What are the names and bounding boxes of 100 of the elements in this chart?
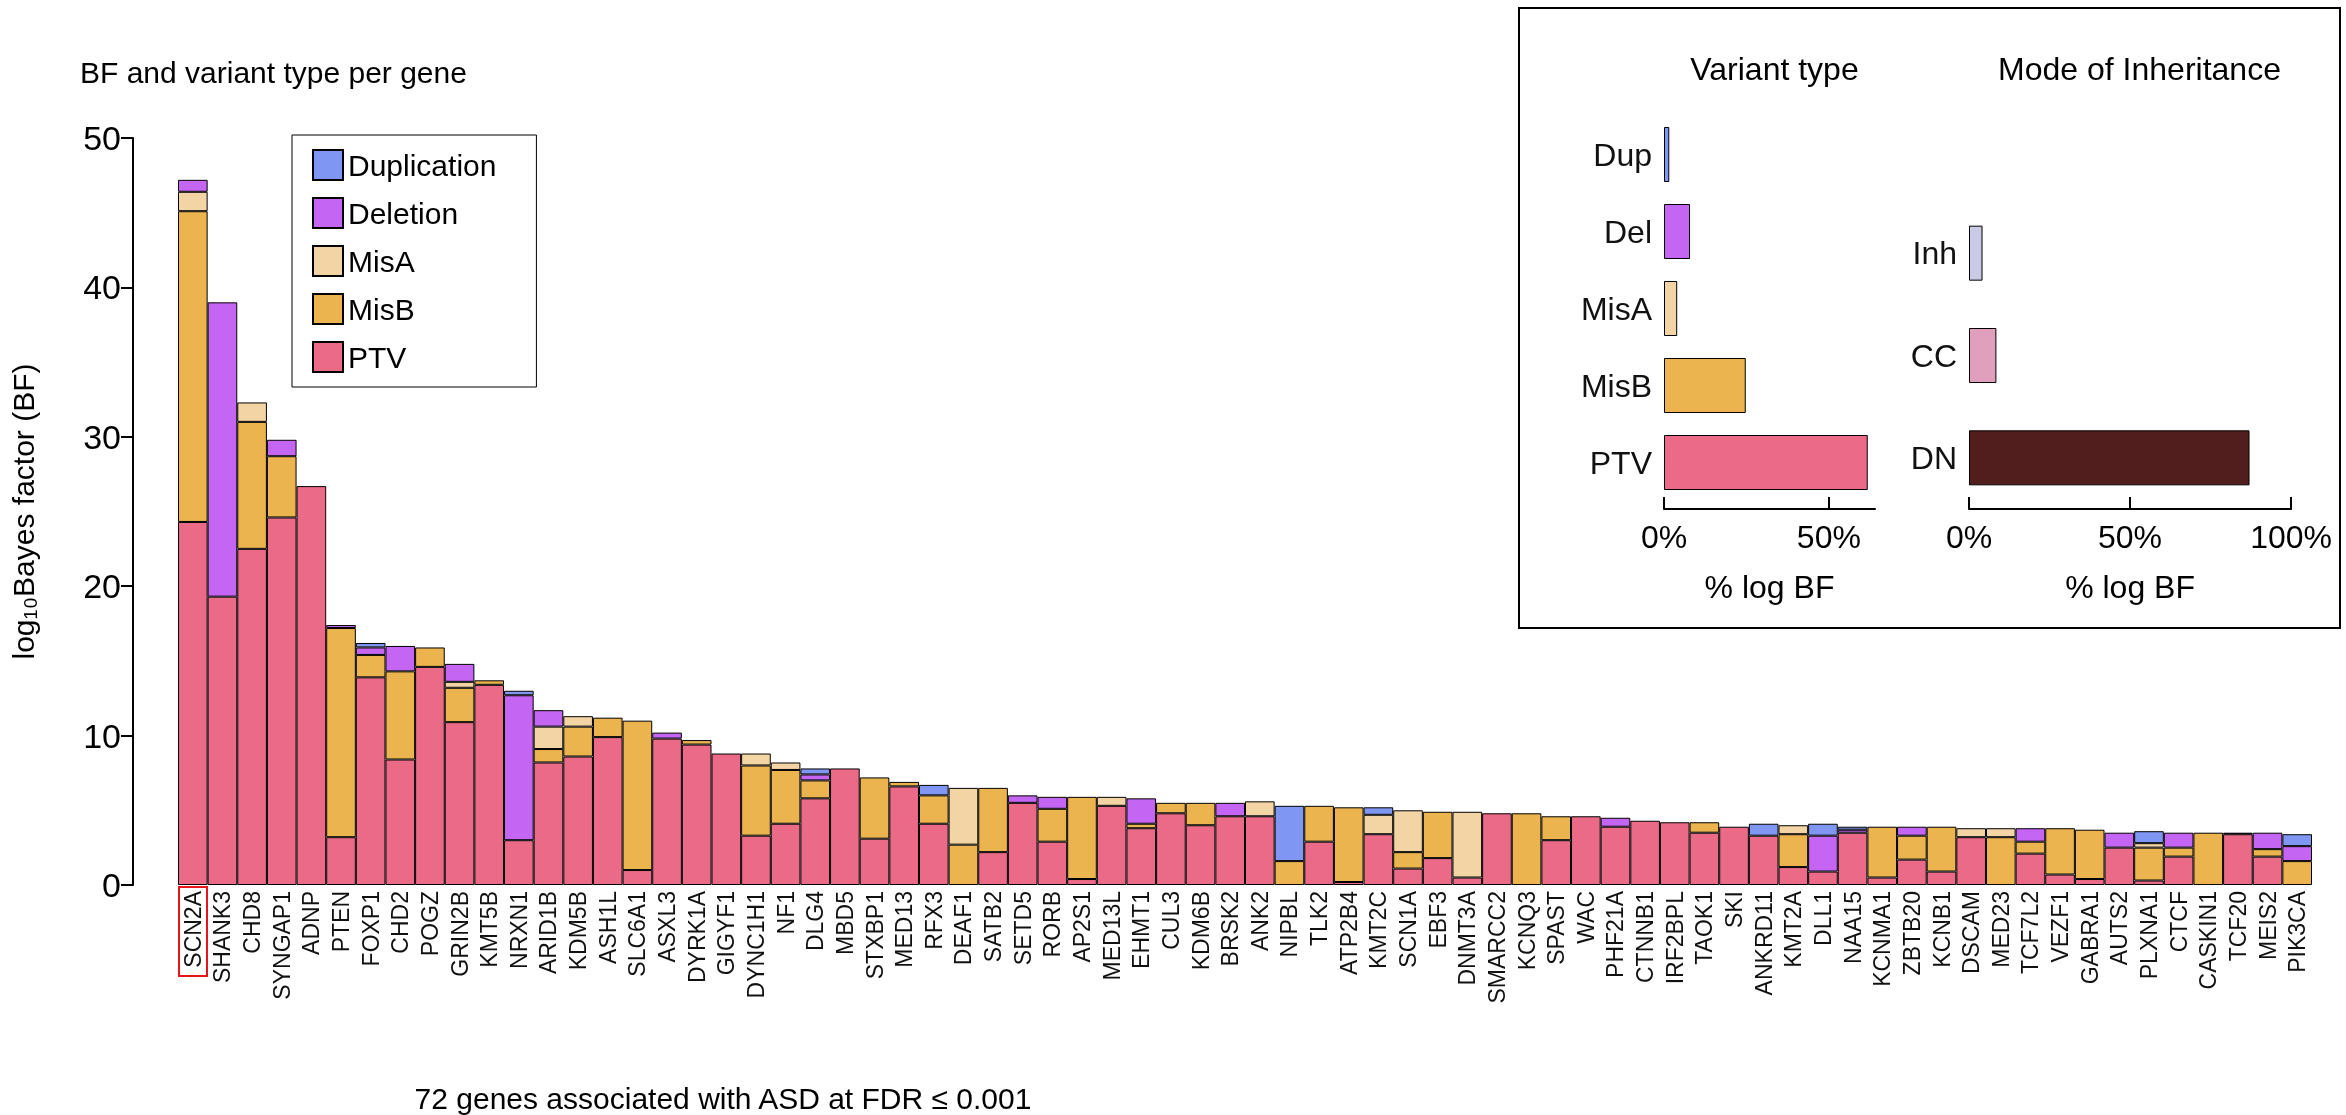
legend-label: PTV: [348, 340, 407, 374]
x-tick-label: SYNGAP1: [268, 891, 295, 1000]
x-tick-label: 50%: [2098, 519, 2163, 555]
x-tick-label: SMARCC2: [1483, 891, 1510, 1004]
x-tick-label: CHD2: [387, 891, 414, 954]
x-tick-label: AUTS2: [2106, 891, 2133, 966]
x-tick-label: EHMT1: [1128, 891, 1155, 969]
x-tick-label: TCF20: [2224, 891, 2251, 962]
bar: [1664, 127, 1670, 182]
x-tick-label: ATP2B4: [1335, 890, 1362, 975]
x-tick-label: DEAF1: [950, 891, 977, 966]
x-tick-label: NAA15: [1839, 891, 1866, 964]
x-tick-label: VEZF1: [2047, 891, 2074, 963]
x-tick-label: MED13L: [1098, 890, 1125, 981]
y-tick-label: MisA: [1580, 290, 1653, 327]
x-tick-label: 100%: [2250, 519, 2332, 555]
legend-label: MisB: [348, 292, 415, 326]
x-tick-label: MED23: [1987, 891, 2014, 968]
x-tick-label: AP2S1: [1068, 891, 1095, 963]
bar: [1969, 328, 1997, 383]
bar: [1664, 435, 1868, 490]
bar: [1969, 430, 2250, 486]
x-tick-label: SETD5: [1009, 891, 1036, 966]
x-tick-label: GRIN2B: [446, 891, 473, 977]
x-tick-label: RFX3: [920, 891, 947, 950]
x-tick-label: CUL3: [1157, 891, 1184, 950]
x-tick-label: GABRA1: [2076, 891, 2103, 985]
bar: [1664, 281, 1678, 336]
y-tick-label: Inh: [1912, 235, 1957, 272]
x-axis-title: 72 genes associated with ASD at FDR ≤ 0.001: [414, 1081, 1032, 1115]
x-tick-label: DLL1: [1809, 891, 1836, 946]
x-tick-label: SHANK3: [209, 891, 236, 984]
x-tick-label: KCNB1: [1928, 891, 1955, 968]
y-tick-label: 0: [102, 866, 121, 904]
x-tick-label: PTEN: [328, 891, 355, 953]
y-tick-label: 10: [83, 716, 121, 755]
x-tick-label: ANK2: [1246, 891, 1273, 952]
x-tick-label: ZBTB20: [1898, 891, 1925, 976]
x-tick-label: PLXNA1: [2135, 891, 2162, 980]
x-tick-label: DNMT3A: [1454, 890, 1481, 986]
x-tick-label: GIGYF1: [713, 891, 740, 976]
legend-label: Deletion: [348, 196, 459, 230]
x-tick-label: PHF21A: [1602, 890, 1629, 978]
chart-title: BF and variant type per gene: [80, 55, 467, 89]
y-tick-label: MisB: [1580, 367, 1652, 404]
x-tick-label: ASH1L: [594, 890, 621, 964]
chart-title: Variant type: [1690, 51, 1859, 87]
x-tick-label: DYNC1H1: [742, 891, 769, 999]
y-tick-label: 20: [83, 567, 121, 606]
x-tick-label: TAOK1: [1691, 891, 1718, 965]
x-tick-label: TCF7L2: [2017, 891, 2044, 975]
y-tick-label: PTV: [1589, 444, 1653, 481]
y-tick-label: 30: [83, 417, 121, 456]
x-tick-label: SLC6A1: [624, 891, 651, 977]
legend-label: Duplication: [348, 148, 497, 182]
legend-label: MisA: [348, 244, 415, 278]
x-tick-label: CASKIN1: [2195, 891, 2222, 990]
x-tick-label: SPAST: [1543, 891, 1570, 965]
x-tick-label: KMT5B: [476, 891, 503, 968]
x-tick-label: STXBP1: [861, 891, 888, 980]
x-tick-label: KMT2A: [1780, 890, 1807, 968]
x-tick-label: NIPBL: [1276, 890, 1303, 958]
x-tick-label: DSCAM: [1958, 891, 1985, 975]
y-axis-title: log₁₀Bayes factor (BF): [6, 363, 40, 660]
x-tick-label: CTNNB1: [1632, 891, 1659, 984]
x-tick-label: KDM6B: [1187, 891, 1214, 971]
x-tick-label: KCNQ3: [1513, 891, 1540, 971]
x-axis-title: % log BF: [2065, 569, 2195, 605]
x-tick-label: KCNMA1: [1869, 891, 1896, 987]
x-tick-label: SATB2: [980, 891, 1007, 963]
x-tick-label: SCN2A: [179, 890, 206, 968]
x-tick-label: NF1: [772, 891, 799, 935]
x-axis-title: % log BF: [1704, 569, 1835, 605]
x-tick-label: CHD8: [239, 891, 266, 954]
x-tick-label: IRF2BPL: [1661, 890, 1688, 985]
x-tick-label: SCN1A: [1395, 890, 1422, 968]
x-tick-label: BRSK2: [1217, 891, 1244, 967]
x-tick-label: KMT2C: [1365, 891, 1392, 969]
y-tick-label: 40: [83, 268, 121, 307]
x-tick-label: ADNP: [298, 891, 325, 955]
chart-title: Mode of Inheritance: [1998, 51, 2281, 87]
x-tick-label: KDM5B: [565, 891, 592, 971]
y-tick-label: Dup: [1593, 136, 1652, 173]
x-tick-label: 0%: [1945, 519, 1993, 555]
x-tick-label: RORB: [1039, 891, 1066, 958]
bar: [1664, 204, 1691, 259]
x-tick-label: MEIS2: [2254, 891, 2281, 961]
y-tick-label: Del: [1603, 213, 1652, 250]
bar: [1969, 225, 1983, 281]
y-tick-label: CC: [1910, 337, 1957, 374]
x-tick-label: MBD5: [831, 891, 858, 955]
x-tick-label: EBF3: [1424, 891, 1451, 949]
x-tick-label: POGZ: [416, 891, 443, 957]
x-tick-label: ARID1B: [535, 891, 562, 975]
x-tick-label: DLG4: [802, 890, 829, 952]
x-tick-label: SKI: [1721, 891, 1748, 929]
x-tick-label: FOXP1: [357, 891, 384, 967]
x-tick-label: DYRK1A: [683, 890, 710, 984]
y-tick-label: DN: [1910, 439, 1957, 476]
x-tick-label: TLK2: [1306, 891, 1333, 946]
